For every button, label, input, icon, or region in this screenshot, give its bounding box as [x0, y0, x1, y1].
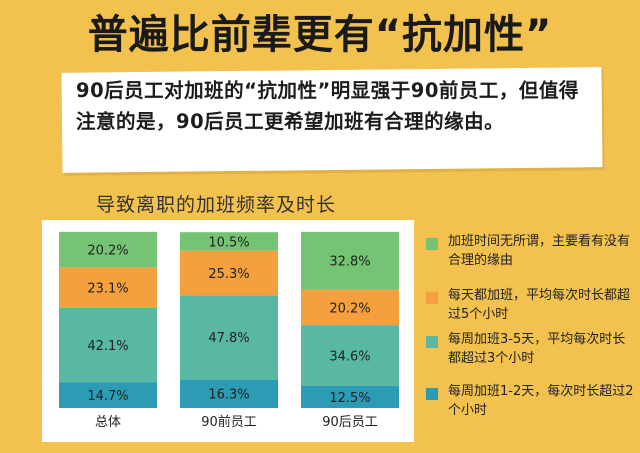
- bar-segment: [59, 308, 157, 383]
- data-label: 10.5%: [208, 235, 249, 250]
- bar-segment: [59, 382, 157, 408]
- banner-text: 90后员工对加班的“抗加性”明显强于90前员工，但值得注意的是，90后员工更希望…: [76, 79, 579, 133]
- category-label: 总体: [95, 415, 121, 430]
- data-label: 32.8%: [329, 255, 370, 270]
- bar-segment: [180, 250, 278, 296]
- legend-swatch-reason: [426, 238, 438, 250]
- legend-swatch-1-2-days: [426, 388, 438, 400]
- bar-segment: [180, 295, 278, 380]
- legend-label-reason: 加班时间无所谓，主要看有没有合理的缘由: [448, 234, 631, 268]
- bar-segment: [59, 267, 157, 309]
- headline: 普遍比前辈更有“抗加性”: [87, 12, 553, 58]
- data-label: 47.8%: [208, 331, 249, 346]
- chart-title: 导致离职的加班频率及时长: [96, 194, 337, 216]
- legend-item-reason: 加班时间无所谓，主要看有没有合理的缘由: [426, 232, 638, 274]
- data-label: 20.2%: [329, 301, 370, 316]
- bar-segment: [59, 231, 157, 268]
- bar-segment: [301, 386, 399, 408]
- data-label: 14.7%: [87, 389, 128, 404]
- category-label: 90前员工: [201, 414, 257, 430]
- legend-swatch-daily: [426, 292, 438, 304]
- bar-segment: [180, 379, 278, 408]
- bar-segment: [301, 231, 399, 290]
- legend-item-3-5-days: 每周加班3-5天，平均每次时长都超过3个小时: [426, 330, 638, 372]
- data-label: 42.1%: [87, 339, 128, 354]
- legend-label-3-5-days: 每周加班3-5天，平均每次时长都超过3个小时: [448, 332, 626, 366]
- legend-item-1-2-days: 每周加班1-2天，每次时长超过2个小时: [426, 382, 638, 424]
- bar-segment: [180, 232, 278, 251]
- legend-label-1-2-days: 每周加班1-2天，每次时长超过2个小时: [448, 384, 634, 418]
- legend-item-daily: 每天都加班，平均每次时长都超过5个小时: [426, 286, 638, 328]
- bar-segment: [301, 325, 399, 386]
- stacked-bar-chart: 14.7% 42.1% 23.1% 20.2% 总体 16.3% 47.8% 25.3% 10.…: [59, 231, 399, 430]
- data-label: 23.1%: [87, 282, 128, 297]
- data-label: 25.3%: [208, 267, 249, 282]
- bar-segment: [301, 289, 399, 326]
- legend-swatch-3-5-days: [426, 336, 438, 348]
- chart-card: 14.7% 42.1% 23.1% 20.2% 总体 16.3% 47.8% 25.3% 10.…: [42, 220, 414, 442]
- data-label: 20.2%: [87, 244, 128, 259]
- data-label: 16.3%: [208, 388, 249, 403]
- legend-label-daily: 每天都加班，平均每次时长都超过5个小时: [448, 288, 631, 322]
- data-label: 12.5%: [329, 391, 370, 406]
- category-label: 90后员工: [322, 415, 378, 430]
- data-label: 34.6%: [329, 350, 370, 365]
